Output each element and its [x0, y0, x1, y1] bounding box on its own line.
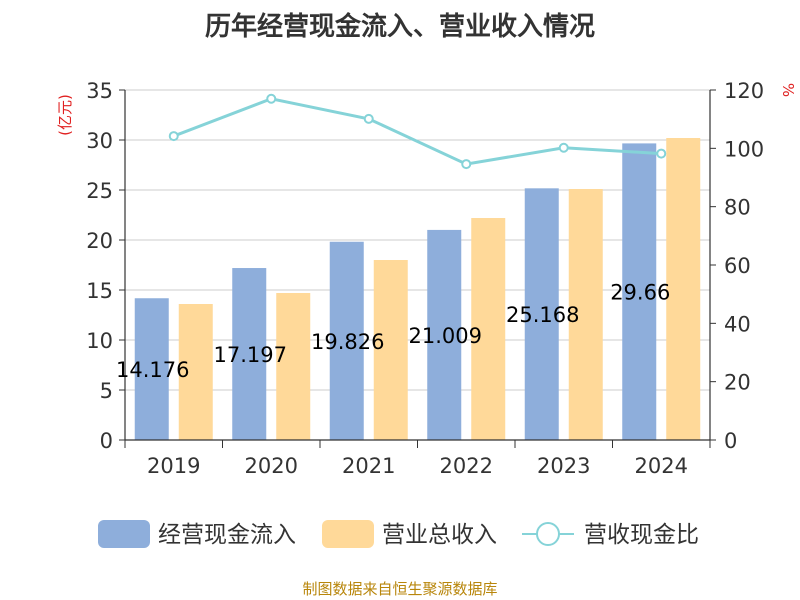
y-right-tick-label: 80 [724, 196, 751, 220]
y-right-tick-label: 60 [724, 254, 751, 278]
legend-swatch [322, 520, 374, 548]
y-left-tick-label: 10 [86, 329, 113, 353]
y-right-axis-label: % [779, 83, 797, 97]
bar-cash-inflow [427, 229, 462, 440]
y-left-tick-label: 15 [86, 279, 113, 303]
bars [134, 138, 701, 440]
bar-value-label: 29.66 [610, 281, 670, 305]
legend-label: 营收现金比 [584, 522, 699, 548]
ratio-line-path [173, 97, 662, 166]
ratio-point [168, 131, 179, 142]
x-tick-label: 2022 [440, 454, 493, 478]
axes: 0 5 10 15 20 25 30 35 0 20 40 60 80 100 120 (亿元)% 2019 20… [56, 79, 797, 478]
bar-revenue [471, 218, 506, 440]
ratio-point [266, 93, 277, 104]
y-left-axis-label: (亿元) [56, 94, 74, 136]
source-note: 制图数据来自恒生聚源数据库 [302, 580, 498, 598]
x-tick-label: 2020 [245, 454, 298, 478]
x-tick-label: 2024 [635, 454, 688, 478]
y-left-tick-label: 30 [86, 129, 113, 153]
legend-label: 营业总收入 [382, 522, 497, 548]
bar-cash-inflow [232, 268, 267, 440]
legend-label: 经营现金流入 [158, 522, 296, 548]
bar-revenue [178, 304, 213, 440]
legend-item-ratio[interactable]: 营收现金比 [522, 522, 699, 548]
y-left-tick-label: 35 [86, 79, 113, 103]
bar-cash-inflow [134, 298, 169, 440]
bar-value-label: 14.176 [116, 358, 189, 382]
ratio-point [656, 148, 667, 159]
y-right-tick-label: 120 [724, 79, 764, 103]
x-tick-label: 2021 [342, 454, 395, 478]
legend[interactable]: 经营现金流入 营业总收入 营收现金比 [98, 520, 699, 548]
bar-value-label: 25.168 [506, 303, 579, 327]
bar-revenue [666, 138, 701, 440]
bar-cash-inflow [329, 241, 364, 440]
bar-revenue [276, 293, 311, 440]
bar-cash-inflow [622, 143, 657, 440]
y-left-tick-label: 25 [86, 179, 113, 203]
y-right-tick-label: 20 [724, 371, 751, 395]
legend-item-revenue[interactable]: 营业总收入 [322, 520, 497, 548]
bar-value-label: 17.197 [214, 343, 287, 367]
chart-title: 历年经营现金流入、营业收入情况 [204, 12, 595, 42]
legend-swatch [98, 520, 150, 548]
y-right-tick-label: 0 [724, 429, 737, 453]
y-right-tick-label: 100 [724, 137, 764, 161]
legend-swatch-marker [536, 522, 560, 546]
y-left-tick-label: 0 [100, 429, 113, 453]
bar-cash-inflow [524, 188, 559, 440]
y-left-tick-label: 5 [100, 379, 113, 403]
bar-revenue [373, 260, 408, 440]
bar-value-label: 19.826 [311, 330, 384, 354]
ratio-point [461, 159, 472, 170]
ratio-point [363, 113, 374, 124]
data-labels: 14.176 17.197 19.826 21.009 25.168 29.66 [116, 281, 670, 382]
y-right-tick-label: 40 [724, 312, 751, 336]
x-tick-label: 2023 [537, 454, 590, 478]
x-tick-label: 2019 [147, 454, 200, 478]
y-left-tick-label: 20 [86, 229, 113, 253]
legend-item-cash-inflow[interactable]: 经营现金流入 [98, 520, 296, 548]
bar-revenue [568, 189, 603, 440]
ratio-point [558, 142, 569, 153]
bar-value-label: 21.009 [409, 324, 482, 348]
ratio-line [168, 93, 667, 170]
